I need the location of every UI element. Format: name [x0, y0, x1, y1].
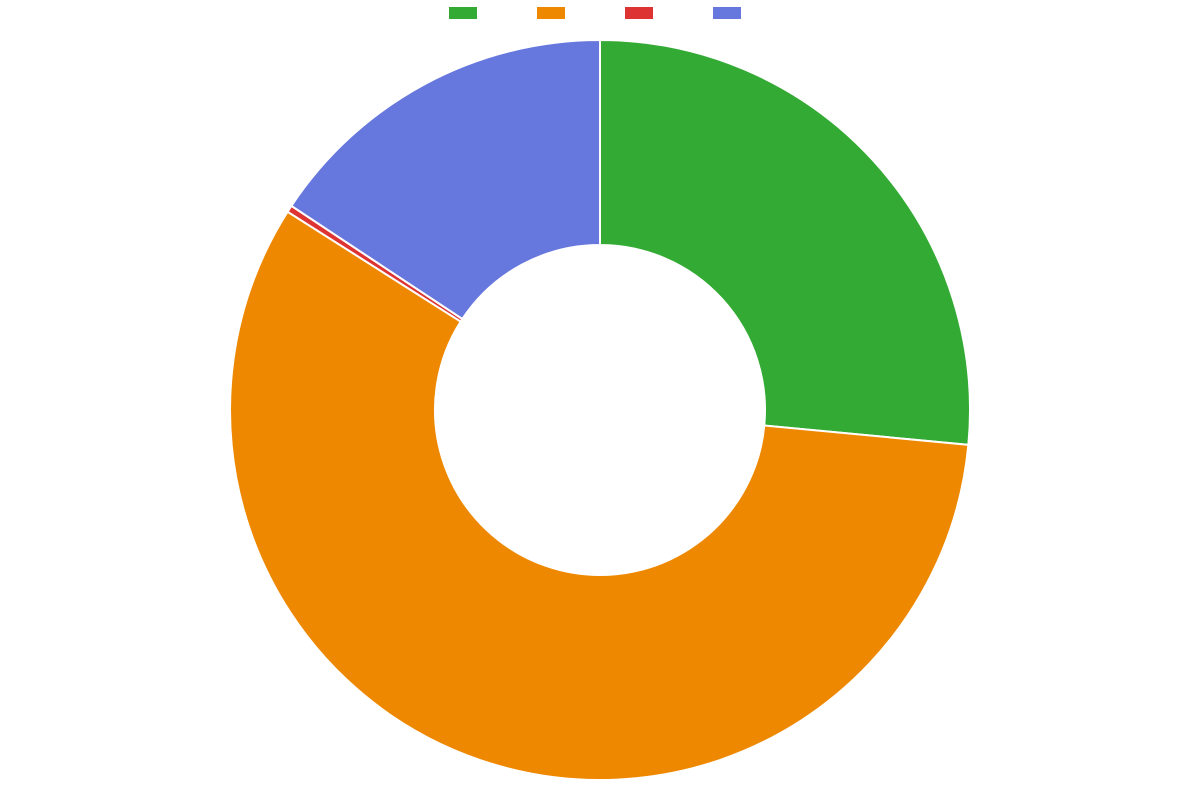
donut-chart — [0, 0, 1200, 800]
chart-stage — [0, 0, 1200, 800]
donut-slice-1[interactable] — [600, 40, 970, 445]
donut-svg — [0, 0, 1200, 800]
